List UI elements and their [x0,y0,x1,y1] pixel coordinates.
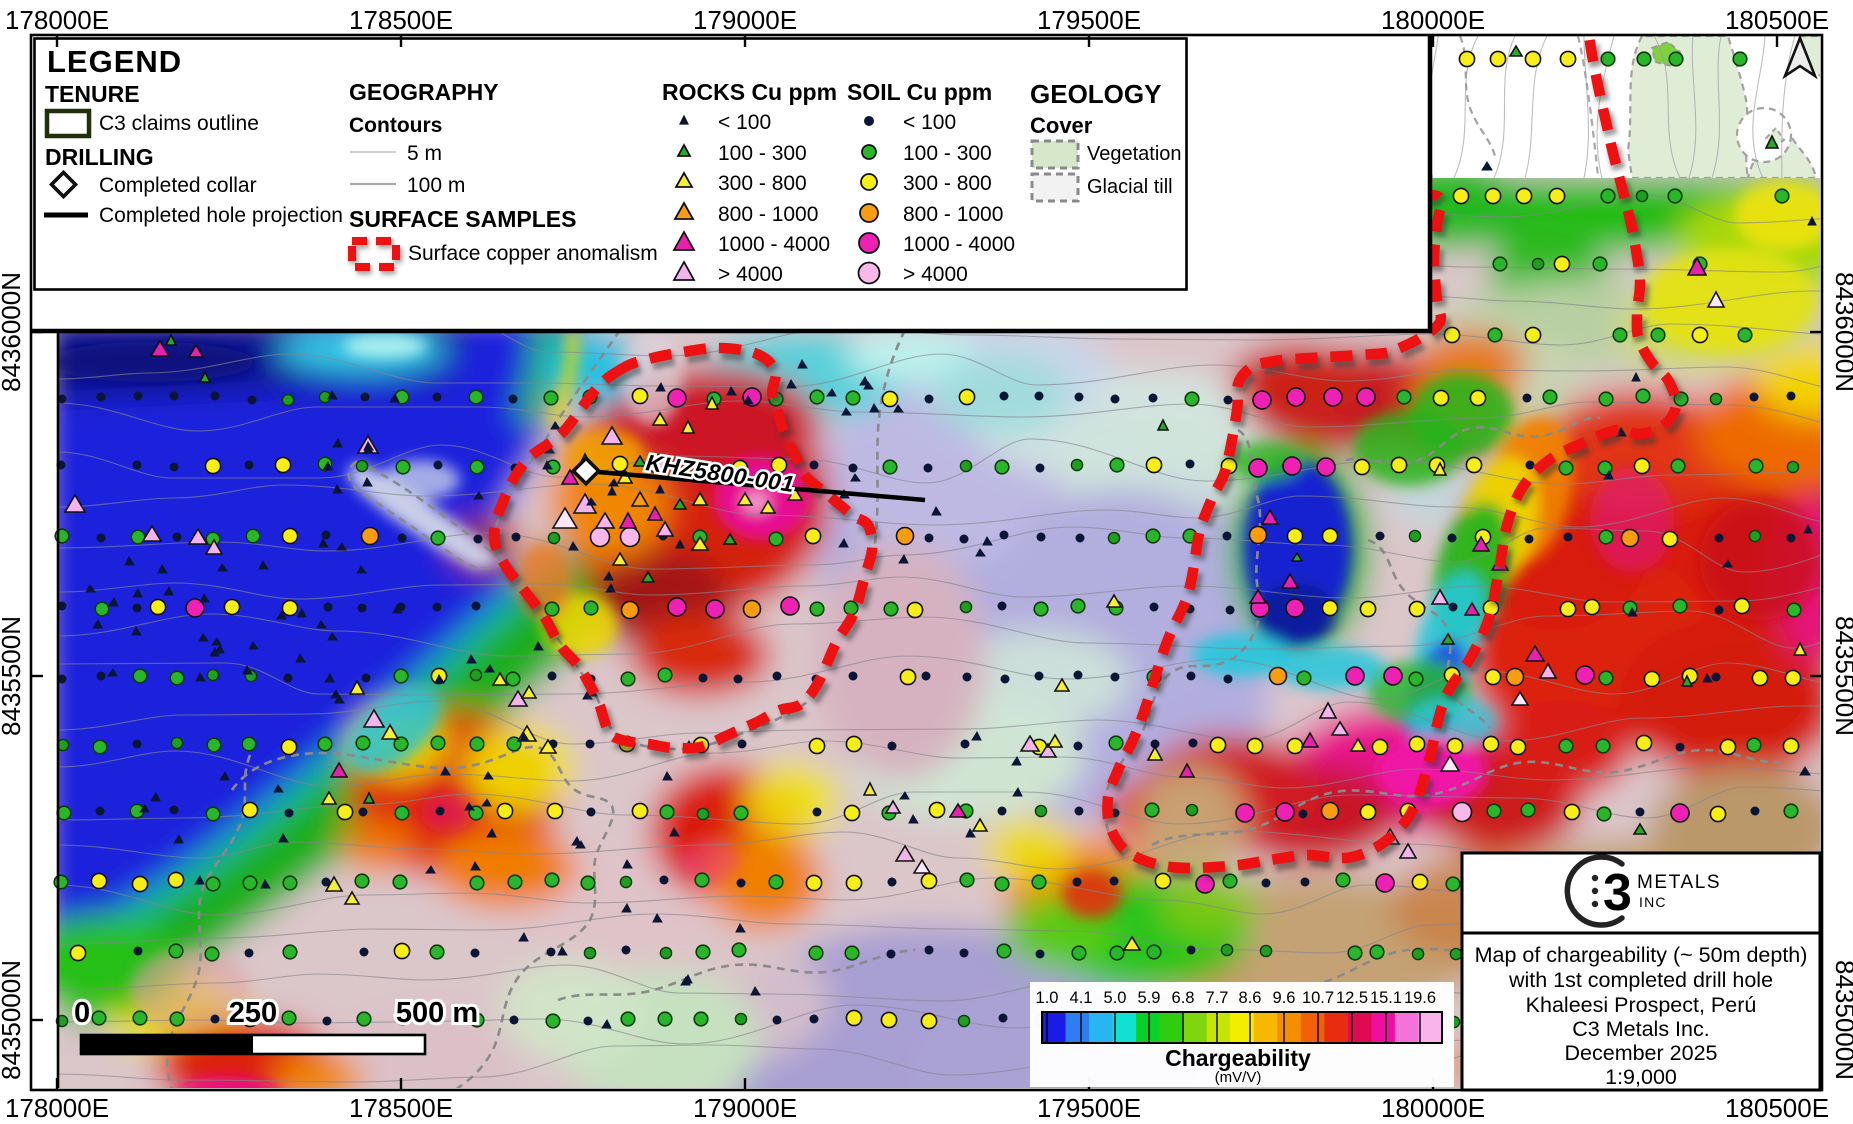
svg-text:Khaleesi Prospect, Perú: Khaleesi Prospect, Perú [1526,993,1757,1017]
svg-text:180000E: 180000E [1381,1093,1485,1123]
svg-text:LEGEND: LEGEND [47,44,182,79]
svg-text:8435000N: 8435000N [1830,960,1853,1080]
svg-text:179500E: 179500E [1037,1093,1141,1123]
svg-text:179500E: 179500E [1037,5,1141,35]
svg-text:8436000N: 8436000N [0,272,26,392]
svg-text:180500E: 180500E [1725,5,1829,35]
svg-text:500 m: 500 m [396,997,478,1029]
svg-text:with 1st completed drill hole: with 1st completed drill hole [1508,968,1773,992]
svg-text:SOIL Cu ppm: SOIL Cu ppm [847,79,992,105]
svg-text:179000E: 179000E [693,1093,797,1123]
svg-text:5 m: 5 m [407,142,442,165]
svg-text:6.8: 6.8 [1172,989,1195,1007]
svg-text:C3 Metals Inc.: C3 Metals Inc. [1572,1017,1709,1041]
svg-text:> 4000: > 4000 [718,263,783,286]
svg-text:178500E: 178500E [349,5,453,35]
svg-text:300 - 800: 300 - 800 [718,172,807,195]
svg-text:1.0: 1.0 [1036,989,1059,1007]
svg-text:Completed hole projection: Completed hole projection [99,204,343,227]
svg-text:Cover: Cover [1030,113,1093,138]
svg-text:180500E: 180500E [1725,1093,1829,1123]
svg-text:3: 3 [1603,864,1632,922]
svg-text:< 100: < 100 [903,111,956,134]
svg-text:ROCKS Cu ppm: ROCKS Cu ppm [662,79,837,105]
svg-text:800 - 1000: 800 - 1000 [903,203,1003,226]
svg-text:178500E: 178500E [349,1093,453,1123]
svg-text:5.0: 5.0 [1104,989,1127,1007]
svg-text:1000 - 4000: 1000 - 4000 [718,233,830,256]
svg-text:Chargeability: Chargeability [1165,1045,1311,1071]
svg-text:300 - 800: 300 - 800 [903,172,992,195]
svg-text:METALS: METALS [1637,872,1721,893]
svg-text:Contours: Contours [349,114,442,137]
svg-text:8435500N: 8435500N [1830,616,1853,736]
svg-text:12.5: 12.5 [1336,989,1368,1007]
svg-text:800 - 1000: 800 - 1000 [718,203,818,226]
svg-text:100 m: 100 m [407,174,465,197]
svg-text:180000E: 180000E [1381,5,1485,35]
svg-text:5.9: 5.9 [1138,989,1161,1007]
svg-text:10.7: 10.7 [1302,989,1334,1007]
svg-text:8435000N: 8435000N [0,960,26,1080]
svg-text:100 - 300: 100 - 300 [903,142,992,165]
svg-text:1000 - 4000: 1000 - 4000 [903,233,1015,256]
svg-text:8435500N: 8435500N [0,616,26,736]
svg-text:Map of chargeability (~ 50m de: Map of chargeability (~ 50m depth) [1475,943,1808,967]
svg-text:19.6: 19.6 [1404,989,1436,1007]
svg-text:DRILLING: DRILLING [45,144,154,170]
svg-text:15.1: 15.1 [1370,989,1402,1007]
svg-text:179000E: 179000E [693,5,797,35]
svg-text:C3 claims outline: C3 claims outline [99,112,259,135]
svg-text:178000E: 178000E [5,5,109,35]
svg-text:100 - 300: 100 - 300 [718,142,807,165]
svg-text:4.1: 4.1 [1070,989,1093,1007]
svg-text:8.6: 8.6 [1239,989,1262,1007]
svg-text:Vegetation: Vegetation [1087,143,1182,165]
svg-text:> 4000: > 4000 [903,263,968,286]
svg-text:1:9,000: 1:9,000 [1605,1065,1677,1089]
svg-text:SURFACE SAMPLES: SURFACE SAMPLES [349,206,576,232]
svg-text:7.7: 7.7 [1206,989,1229,1007]
svg-text:December 2025: December 2025 [1565,1041,1718,1065]
svg-text:INC: INC [1639,894,1667,910]
svg-text:Completed collar: Completed collar [99,174,257,197]
svg-text:< 100: < 100 [718,111,771,134]
svg-text:Surface copper anomalism: Surface copper anomalism [408,242,658,265]
svg-text:0: 0 [74,997,90,1029]
svg-text:Glacial till: Glacial till [1087,176,1173,198]
svg-text:TENURE: TENURE [45,81,140,107]
svg-text:9.6: 9.6 [1273,989,1296,1007]
svg-text:(mV/V): (mV/V) [1215,1069,1262,1086]
svg-text:GEOGRAPHY: GEOGRAPHY [349,79,499,105]
svg-text:250: 250 [229,997,277,1029]
svg-text:8436000N: 8436000N [1830,272,1853,392]
svg-text:GEOLOGY: GEOLOGY [1030,79,1161,109]
svg-text:178000E: 178000E [5,1093,109,1123]
